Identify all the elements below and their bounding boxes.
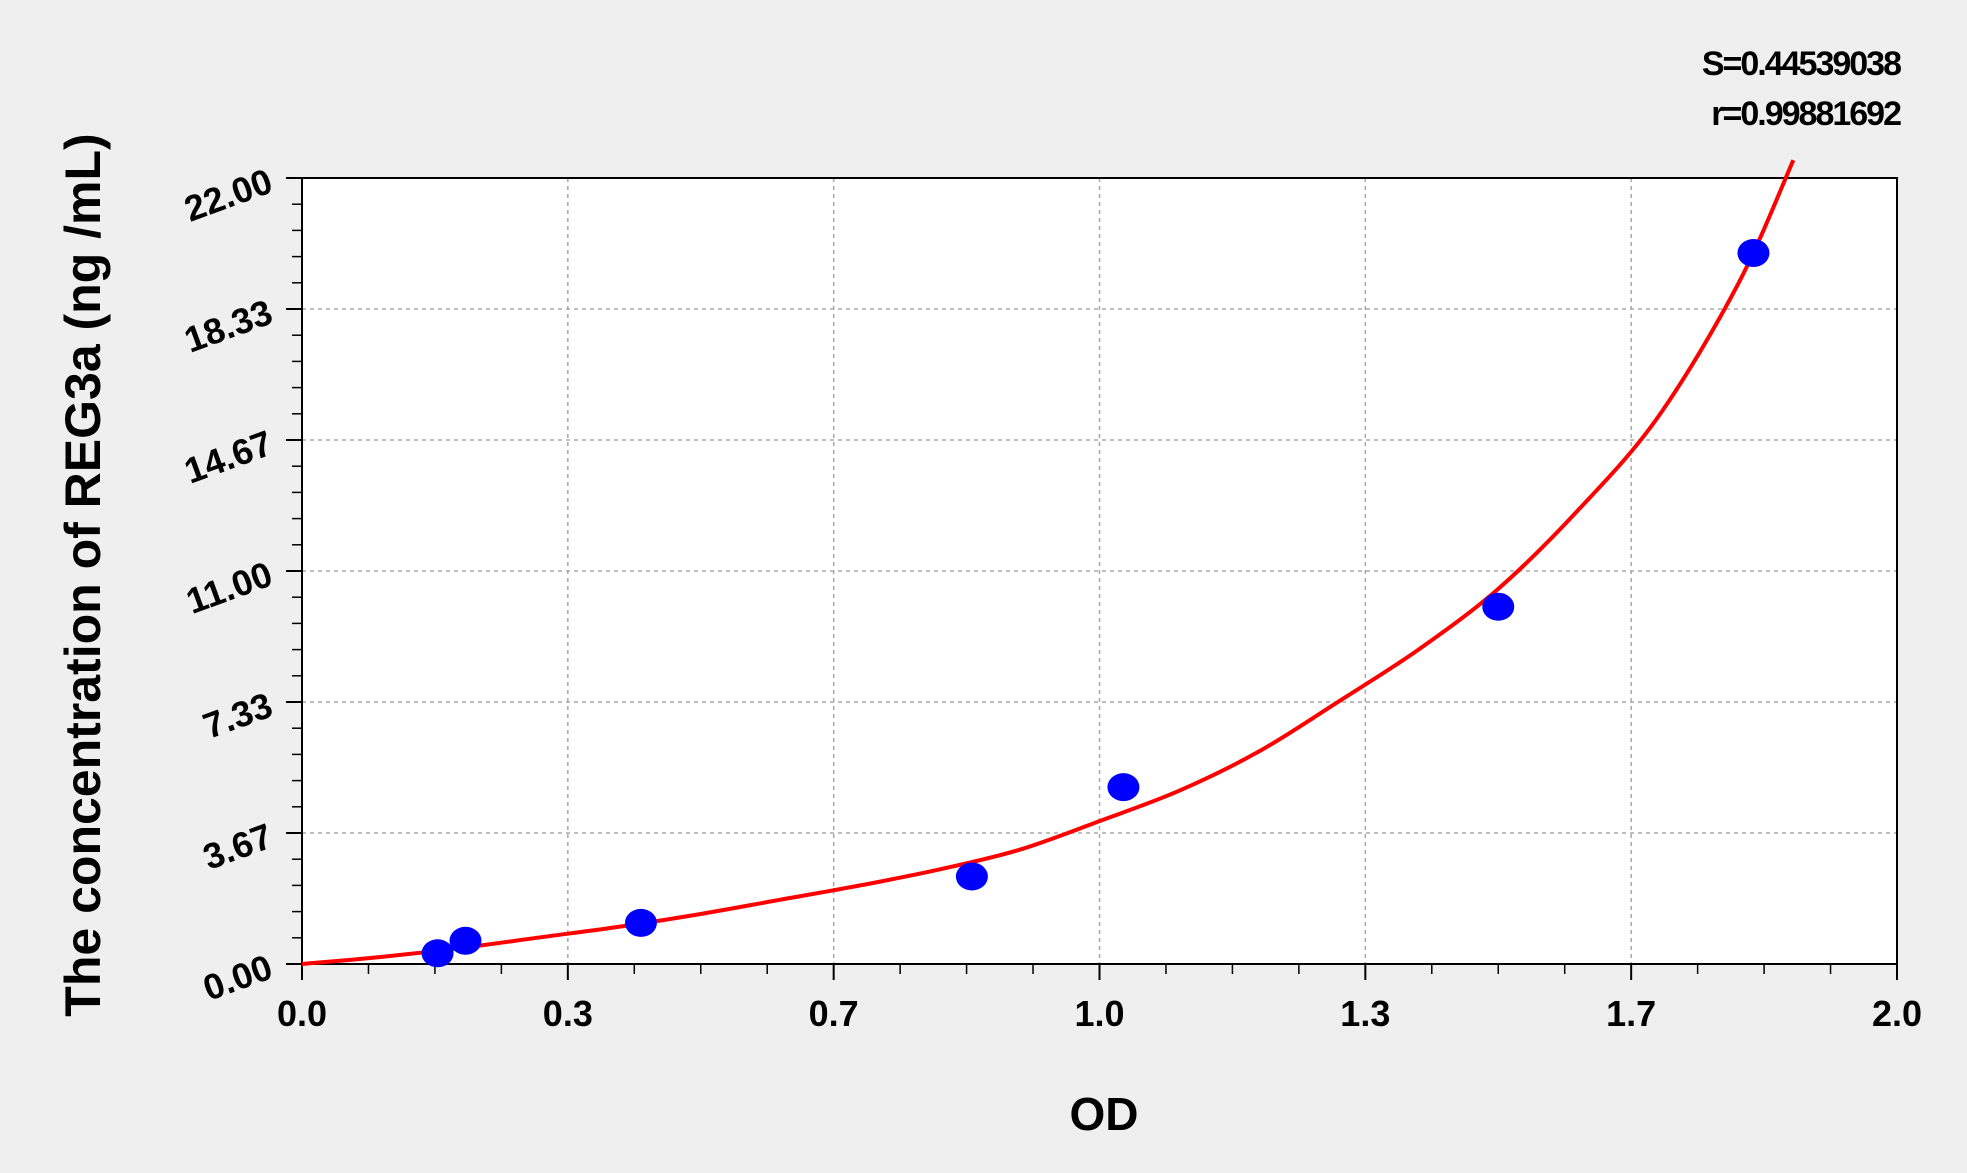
data-point [1107, 773, 1140, 802]
x-axis-title: OD [1070, 1088, 1139, 1140]
y-tick-label: 18.33 [179, 291, 278, 360]
minor-ticks [292, 203, 1832, 974]
x-tick-label: 0.7 [809, 993, 859, 1034]
data-point [421, 939, 454, 968]
data-point [955, 862, 988, 891]
grid-lines [302, 178, 1897, 964]
s-value-annotation: S=0.44539038 [1702, 45, 1901, 83]
data-points [421, 239, 1770, 968]
x-tick-label: 1.3 [1340, 993, 1390, 1034]
y-tick-label: 14.67 [179, 422, 278, 491]
y-axis-title: The concentration of REG3a (ng /mL) [55, 133, 111, 1016]
x-tick-labels: 0.0 0.3 0.7 1.0 1.3 1.7 2.0 [277, 964, 1922, 1034]
x-tick-label: 0.0 [277, 993, 327, 1034]
y-tick-label: 0.00 [198, 946, 278, 1008]
x-tick-label: 1.7 [1606, 993, 1656, 1034]
y-tick-label: 11.00 [181, 553, 278, 622]
y-tick-label: 3.67 [198, 815, 278, 877]
y-tick-labels: 0.00 3.67 7.33 11.00 14.67 18.33 22.00 [179, 160, 302, 1009]
data-point [1482, 592, 1515, 621]
y-tick-label: 22.00 [179, 160, 278, 229]
x-tick-label: 1.0 [1074, 993, 1124, 1034]
x-tick-label: 0.3 [543, 993, 593, 1034]
data-point [449, 926, 482, 955]
r-value-annotation: r=0.99881692 [1711, 95, 1901, 133]
data-point [1737, 239, 1770, 268]
y-tick-label: 7.33 [198, 684, 278, 746]
fit-curve [301, 159, 1796, 966]
data-point [624, 908, 657, 937]
x-tick-label: 2.0 [1872, 993, 1922, 1034]
